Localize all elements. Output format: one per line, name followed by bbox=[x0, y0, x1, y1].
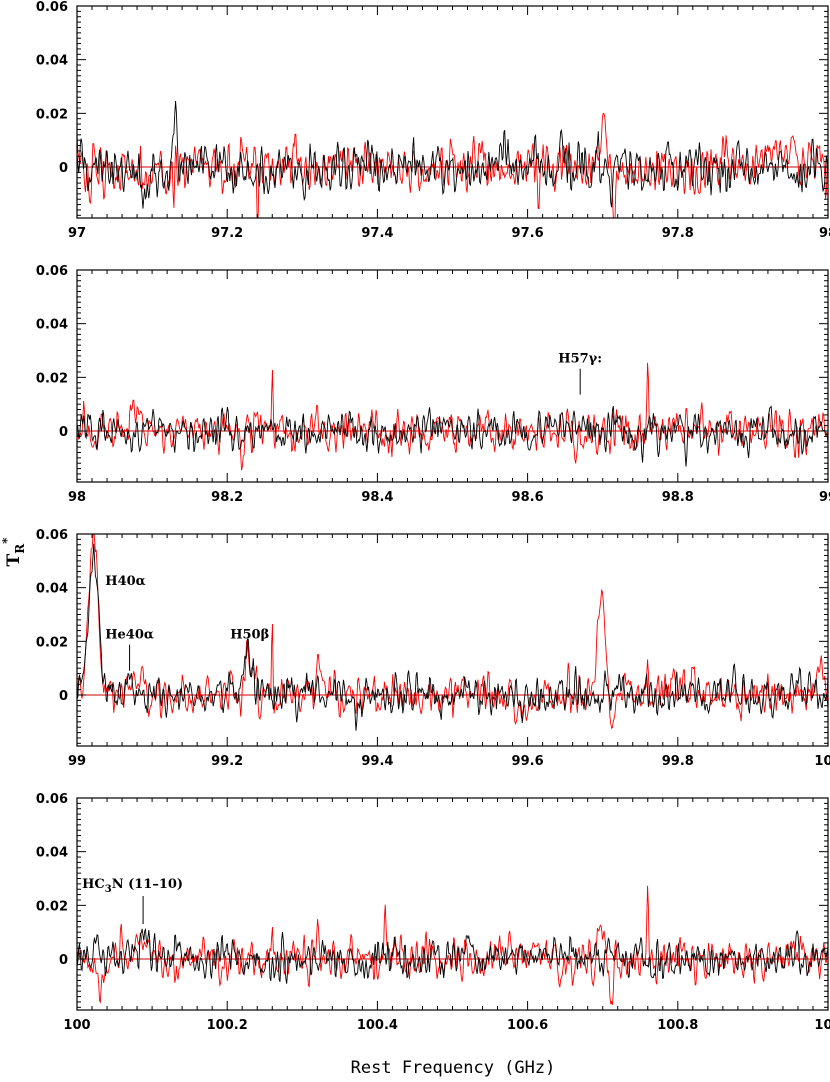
x-tick-label: 98.6 bbox=[512, 490, 544, 505]
series-black-line bbox=[77, 405, 828, 467]
annotation-label: HC3N (11–10) bbox=[82, 877, 183, 895]
panel-3: 99 99.2 99.4 99.6 99.8 100 0 0.02 0.04 0.06 H40α He… bbox=[36, 528, 830, 769]
annotation-label: H50β bbox=[230, 628, 269, 643]
annotation-label: H57γ: bbox=[558, 352, 602, 367]
panel-plot-area bbox=[77, 101, 828, 218]
x-tick-label: 99 bbox=[819, 490, 830, 505]
panel-plot-area bbox=[77, 885, 828, 1005]
y-axis-label-sub: R bbox=[13, 543, 27, 554]
x-tick-label: 98.2 bbox=[211, 490, 243, 505]
y-axis-label-main: T bbox=[4, 553, 24, 566]
annotation-label: H40α bbox=[105, 574, 145, 589]
x-tick-label: 100.4 bbox=[357, 1018, 398, 1033]
x-tick-label: 100.8 bbox=[657, 1018, 698, 1033]
x-tick-label: 100.6 bbox=[507, 1018, 548, 1033]
y-axis-label: TR* bbox=[0, 537, 27, 567]
y-tick-label: 0.04 bbox=[36, 846, 68, 861]
series-black-line bbox=[77, 543, 828, 731]
x-tick-label: 97.2 bbox=[211, 226, 243, 241]
x-tick-label: 99.6 bbox=[512, 754, 544, 769]
x-tick-label: 100 bbox=[814, 754, 830, 769]
x-tick-label: 97.6 bbox=[512, 226, 544, 241]
x-tick-label: 97.4 bbox=[361, 226, 393, 241]
annotation-label: He40α bbox=[105, 628, 154, 643]
y-axis-label-sup: * bbox=[0, 537, 14, 544]
x-tick-label: 99 bbox=[68, 754, 86, 769]
series-black-line bbox=[77, 927, 828, 984]
x-tick-label: 98.4 bbox=[361, 490, 393, 505]
y-tick-label: 0 bbox=[59, 161, 68, 176]
y-tick-label: 0.06 bbox=[36, 0, 68, 15]
series-red-line bbox=[77, 362, 828, 471]
y-tick-label: 0 bbox=[59, 953, 68, 968]
x-tick-label: 101 bbox=[814, 1018, 830, 1033]
y-tick-label: 0 bbox=[59, 689, 68, 704]
panel-frame bbox=[76, 269, 829, 483]
x-tick-label: 99.4 bbox=[361, 754, 393, 769]
x-tick-label: 100 bbox=[63, 1018, 90, 1033]
series-black-line bbox=[77, 101, 828, 209]
annotation-label-part: 3 bbox=[105, 884, 112, 895]
y-tick-label: 0.02 bbox=[36, 635, 68, 650]
y-tick-label: 0.06 bbox=[36, 264, 68, 279]
annotation-label-part: N (11–10) bbox=[112, 877, 183, 892]
panel-4: 100 100.2 100.4 100.6 100.8 101 0 0.02 0.04 0.06 H… bbox=[36, 792, 830, 1033]
panel-frame bbox=[76, 797, 829, 1011]
panel-1: 97 97.2 97.4 97.6 97.8 98 0 0.02 0.04 0.06 bbox=[36, 0, 830, 241]
x-tick-label: 98 bbox=[68, 490, 86, 505]
panel-plot-area bbox=[77, 534, 828, 731]
y-tick-label: 0.04 bbox=[36, 318, 68, 333]
panel-2: 98 98.2 98.4 98.6 98.8 99 0 0.02 0.04 0.06 H57γ: bbox=[36, 264, 830, 505]
y-tick-label: 0.02 bbox=[36, 107, 68, 122]
panel-plot-area bbox=[77, 362, 828, 471]
y-tick-label: 0.02 bbox=[36, 371, 68, 386]
x-axis-label: Rest Frequency (GHz) bbox=[351, 1058, 556, 1078]
x-tick-label: 97 bbox=[68, 226, 86, 241]
y-tick-label: 0.04 bbox=[36, 582, 68, 597]
annotation-label-part: HC bbox=[82, 877, 105, 892]
y-tick-label: 0 bbox=[59, 425, 68, 440]
x-tick-label: 98.8 bbox=[662, 490, 694, 505]
y-tick-label: 0.02 bbox=[36, 899, 68, 914]
y-tick-label: 0.06 bbox=[36, 792, 68, 807]
x-tick-label: 99.2 bbox=[211, 754, 243, 769]
panel-frame bbox=[76, 5, 829, 219]
y-tick-label: 0.06 bbox=[36, 528, 68, 543]
x-tick-label: 100.2 bbox=[207, 1018, 248, 1033]
y-tick-label: 0.04 bbox=[36, 54, 68, 69]
x-tick-label: 98 bbox=[819, 226, 830, 241]
x-tick-label: 97.8 bbox=[662, 226, 694, 241]
series-red-line bbox=[77, 534, 828, 730]
x-tick-label: 99.8 bbox=[662, 754, 694, 769]
